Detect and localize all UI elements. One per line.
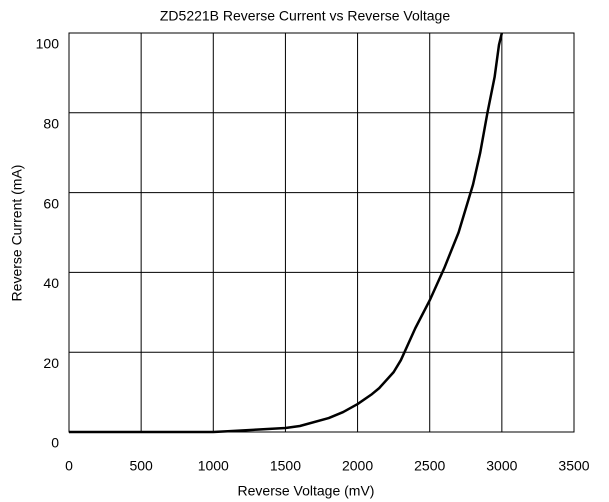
x-tick-label: 3500 [558, 458, 589, 474]
x-axis-label: Reverse Voltage (mV) [238, 483, 375, 499]
x-tick-label: 0 [65, 458, 73, 474]
y-axis-label: Reverse Current (mA) [9, 165, 25, 302]
y-tick-label: 100 [36, 36, 60, 52]
plot-frame [68, 32, 575, 433]
y-tick-label: 40 [43, 275, 59, 291]
x-tick-label: 1000 [198, 458, 229, 474]
y-tick-label: 0 [51, 435, 59, 451]
x-tick-label: 3000 [486, 458, 517, 474]
chart-title: ZD5221B Reverse Current vs Reverse Volta… [160, 8, 450, 24]
x-tick-label: 2000 [342, 458, 373, 474]
y-tick-label: 60 [43, 195, 59, 211]
x-tick-label: 500 [129, 458, 153, 474]
data-line [69, 32, 504, 434]
x-tick-label: 1500 [270, 458, 301, 474]
x-tick-label: 2500 [414, 458, 445, 474]
y-tick-label: 80 [43, 116, 59, 132]
y-tick-label: 20 [43, 355, 59, 371]
